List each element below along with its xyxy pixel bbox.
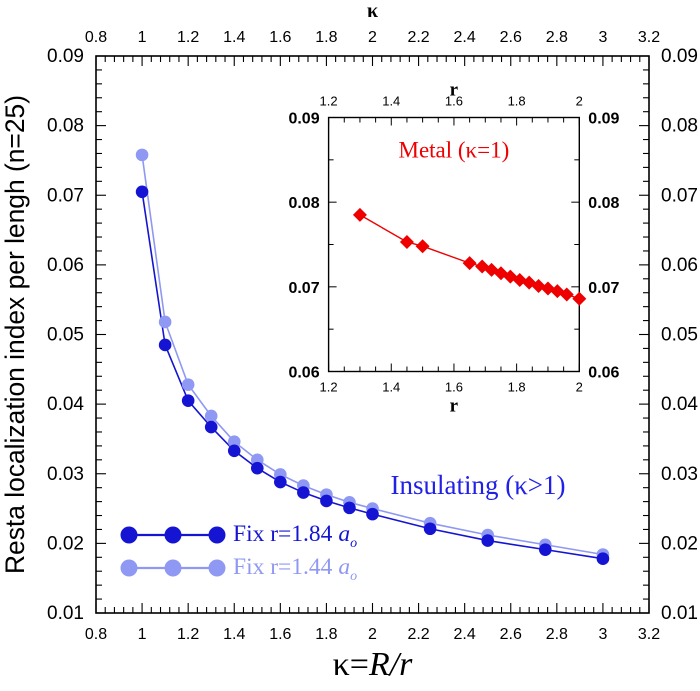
svg-text:1.8: 1.8: [508, 94, 526, 109]
svg-text:0.02: 0.02: [661, 533, 698, 554]
svg-text:1: 1: [138, 626, 147, 643]
svg-text:2.2: 2.2: [407, 29, 429, 46]
svg-text:r: r: [450, 396, 459, 417]
svg-text:0.06: 0.06: [288, 365, 319, 382]
svg-text:2: 2: [576, 380, 583, 395]
svg-text:0.08: 0.08: [588, 195, 619, 212]
svg-text:Insulating (κ>1): Insulating (κ>1): [390, 470, 565, 500]
svg-text:0.01: 0.01: [661, 603, 698, 624]
svg-text:0.03: 0.03: [661, 464, 698, 485]
svg-text:1.8: 1.8: [315, 29, 337, 46]
svg-text:3: 3: [598, 29, 607, 46]
svg-text:1.2: 1.2: [177, 626, 199, 643]
svg-text:0.07: 0.07: [288, 280, 319, 297]
svg-text:1.4: 1.4: [223, 626, 245, 643]
svg-text:2.6: 2.6: [500, 626, 522, 643]
svg-text:0.08: 0.08: [661, 116, 698, 137]
svg-text:κ=R/r: κ=R/r: [333, 646, 414, 683]
svg-text:0.05: 0.05: [47, 325, 84, 346]
svg-text:3: 3: [598, 626, 607, 643]
svg-text:0.09: 0.09: [661, 46, 698, 67]
svg-text:3.2: 3.2: [638, 29, 660, 46]
svg-text:0.06: 0.06: [661, 255, 698, 276]
svg-text:0.07: 0.07: [588, 280, 619, 297]
svg-text:0.09: 0.09: [288, 111, 319, 128]
svg-text:2.2: 2.2: [407, 626, 429, 643]
svg-text:1.6: 1.6: [269, 29, 291, 46]
svg-text:0.09: 0.09: [588, 111, 619, 128]
svg-text:0.8: 0.8: [85, 29, 107, 46]
svg-text:2: 2: [576, 94, 583, 109]
svg-text:1.6: 1.6: [445, 380, 463, 395]
svg-text:1.4: 1.4: [382, 94, 400, 109]
svg-text:0.02: 0.02: [47, 533, 84, 554]
svg-text:Fix r=1.44 ao: Fix r=1.44 ao: [233, 554, 357, 584]
svg-text:0.07: 0.07: [47, 185, 84, 206]
svg-text:κ: κ: [367, 0, 378, 22]
svg-text:2.4: 2.4: [454, 626, 476, 643]
svg-text:2.8: 2.8: [546, 626, 568, 643]
svg-text:2: 2: [368, 626, 377, 643]
svg-text:1.6: 1.6: [269, 626, 291, 643]
svg-text:2: 2: [368, 29, 377, 46]
svg-text:2.6: 2.6: [500, 29, 522, 46]
svg-text:0.03: 0.03: [47, 464, 84, 485]
svg-text:2.8: 2.8: [546, 29, 568, 46]
svg-text:0.08: 0.08: [288, 195, 319, 212]
svg-text:1: 1: [138, 29, 147, 46]
svg-text:Resta localization index per l: Resta localization index per lengh (n=25…: [0, 95, 30, 574]
svg-text:0.06: 0.06: [47, 255, 84, 276]
svg-text:0.8: 0.8: [85, 626, 107, 643]
svg-text:Fix r=1.84 ao: Fix r=1.84 ao: [233, 521, 357, 551]
svg-text:0.08: 0.08: [47, 116, 84, 137]
svg-text:1.2: 1.2: [177, 29, 199, 46]
svg-text:r: r: [450, 80, 459, 101]
svg-text:1.4: 1.4: [382, 380, 400, 395]
svg-text:1.8: 1.8: [508, 380, 526, 395]
svg-text:Metal (κ=1): Metal (κ=1): [399, 138, 510, 163]
svg-text:0.04: 0.04: [47, 394, 84, 415]
svg-text:0.06: 0.06: [588, 365, 619, 382]
svg-text:0.05: 0.05: [661, 325, 698, 346]
svg-text:1.8: 1.8: [315, 626, 337, 643]
svg-text:2.4: 2.4: [454, 29, 476, 46]
svg-text:1.4: 1.4: [223, 29, 245, 46]
svg-text:3.2: 3.2: [638, 626, 660, 643]
svg-text:1.2: 1.2: [320, 380, 338, 395]
svg-text:1.2: 1.2: [320, 94, 338, 109]
svg-text:0.09: 0.09: [47, 46, 84, 67]
svg-text:0.07: 0.07: [661, 185, 698, 206]
svg-text:0.04: 0.04: [661, 394, 698, 415]
svg-text:0.01: 0.01: [47, 603, 84, 624]
